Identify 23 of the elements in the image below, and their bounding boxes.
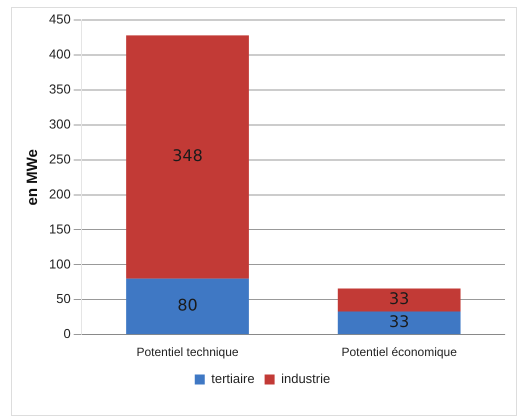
y-tick-label: 250 xyxy=(48,151,71,166)
bar xyxy=(126,35,249,279)
y-tick-label: 0 xyxy=(63,326,71,342)
bar xyxy=(126,278,249,334)
y-axis-title: en MWe xyxy=(24,149,42,206)
y-tick-label: 300 xyxy=(48,116,71,132)
y-tick-label: 450 xyxy=(48,12,71,27)
data-label: 80 xyxy=(177,296,198,315)
data-label: 348 xyxy=(172,146,203,166)
data-label: 33 xyxy=(388,312,410,331)
y-tick-label: 100 xyxy=(48,256,71,272)
y-tick-label: 50 xyxy=(56,291,71,306)
bar xyxy=(338,288,461,312)
legend-label: tertiaire xyxy=(211,371,255,386)
y-tick-label: 200 xyxy=(48,186,71,202)
y-tick-label: 350 xyxy=(48,81,71,96)
x-tick-label: Potentiel économique xyxy=(341,345,458,360)
x-tick-label: Potentiel technique xyxy=(136,345,239,360)
data-label: 33 xyxy=(388,289,410,308)
legend-label: industrie xyxy=(281,371,330,386)
bar xyxy=(338,312,461,334)
y-tick-label: 150 xyxy=(48,221,71,236)
y-tick-label: 400 xyxy=(48,46,71,62)
